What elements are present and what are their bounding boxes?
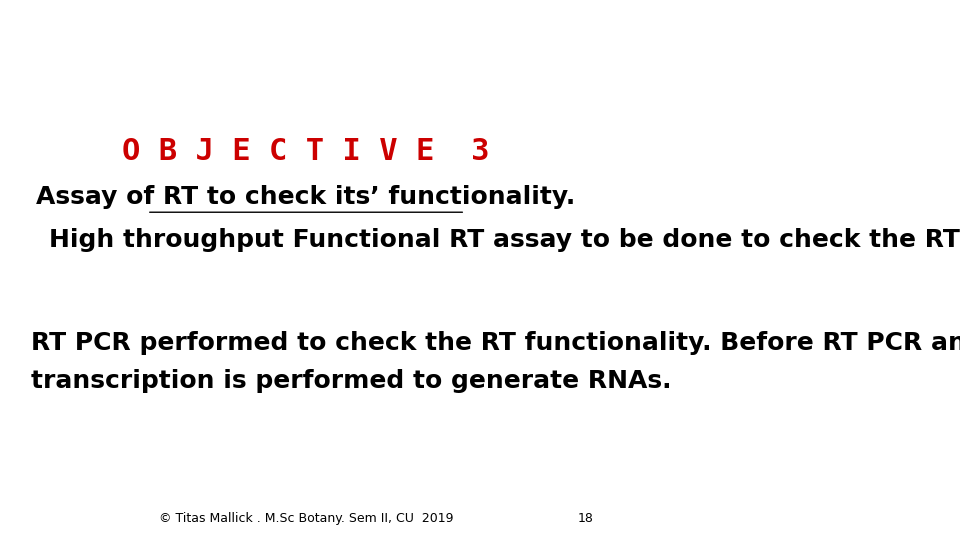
Text: 18: 18 <box>578 512 593 525</box>
Text: transcription is performed to generate RNAs.: transcription is performed to generate R… <box>31 369 671 393</box>
Text: © Titas Mallick . M.Sc Botany. Sem II, CU  2019: © Titas Mallick . M.Sc Botany. Sem II, C… <box>158 512 453 525</box>
Text: RT PCR performed to check the RT functionality. Before RT PCR an in-vitro: RT PCR performed to check the RT functio… <box>31 331 960 355</box>
Text: O B J E C T I V E  3: O B J E C T I V E 3 <box>122 137 490 166</box>
Text: High throughput Functional RT assay to be done to check the RT activity.: High throughput Functional RT assay to b… <box>49 228 960 252</box>
Text: Assay of RT to check its’ functionality.: Assay of RT to check its’ functionality. <box>36 185 576 209</box>
